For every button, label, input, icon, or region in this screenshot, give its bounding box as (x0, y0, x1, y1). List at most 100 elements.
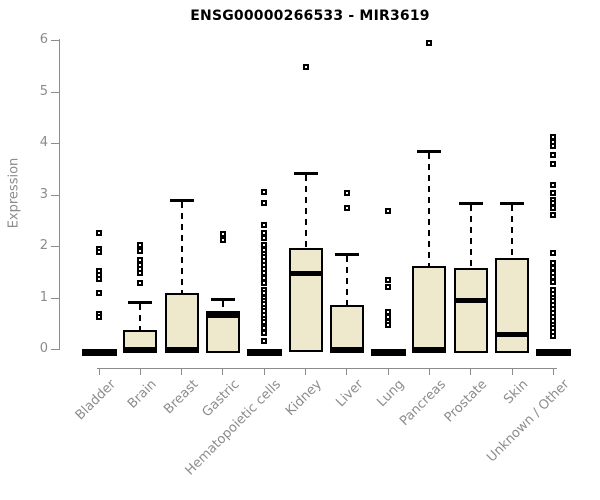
y-axis-tick (51, 194, 59, 196)
outlier-point (96, 290, 102, 297)
median-line (205, 313, 240, 318)
median-line (412, 347, 447, 353)
outlier-point (261, 188, 268, 195)
x-axis-tick (346, 368, 348, 375)
x-axis-tick (263, 368, 265, 375)
y-axis-tick (51, 91, 59, 93)
x-axis-tick (552, 368, 554, 375)
x-category-label: Prostate (441, 377, 491, 426)
box-iqr (288, 248, 323, 352)
y-axis-line (59, 39, 60, 350)
outlier-point (385, 284, 392, 291)
outlier-point (385, 321, 392, 328)
whisker-cap (128, 301, 153, 305)
outlier-point (261, 230, 268, 237)
y-tick-label: 6 (39, 32, 48, 47)
outlier-point (550, 250, 557, 257)
x-axis-tick (511, 368, 513, 375)
whisker-cap (334, 253, 359, 257)
outlier-point (261, 280, 268, 287)
whisker-line (428, 153, 431, 266)
x-category-label: Breast (161, 377, 202, 418)
outlier-point (385, 207, 392, 214)
median-line (495, 332, 529, 337)
outlier-point (550, 212, 557, 219)
y-axis-tick (51, 143, 59, 144)
outlier-point (550, 133, 557, 140)
outlier-point (302, 63, 309, 70)
outlier-point (550, 204, 557, 211)
chart-title: ENSG00000266533 - MIR3619 (190, 8, 430, 24)
box-iqr (205, 311, 240, 353)
outlier-point (550, 182, 557, 189)
whisker-line (180, 201, 183, 293)
x-axis-tick (139, 368, 141, 375)
whisker-cap (417, 150, 442, 154)
whisker-line (511, 204, 513, 258)
outlier-point (261, 329, 268, 336)
whisker-cap (500, 201, 524, 205)
x-axis-tick (470, 368, 472, 375)
outlier-point (385, 308, 392, 315)
x-category-label: Skin (501, 377, 532, 408)
outlier-point (137, 241, 144, 248)
outlier-point (550, 279, 557, 286)
outlier-point (261, 319, 268, 326)
whisker-cap (458, 201, 483, 205)
outlier-point (261, 274, 268, 281)
outlier-point (343, 204, 350, 211)
outlier-point (426, 39, 433, 46)
whisker-cap (293, 171, 318, 175)
x-category-label: Brain (125, 377, 160, 412)
median-line (123, 347, 158, 353)
outlier-point (96, 248, 102, 255)
whisker-cap (210, 298, 235, 302)
whisker-line (345, 256, 348, 306)
outlier-point (219, 231, 226, 238)
whisker-line (469, 204, 472, 268)
outlier-point (261, 235, 268, 242)
outlier-point (261, 200, 268, 207)
box-iqr (412, 265, 447, 353)
x-axis-tick (428, 368, 430, 375)
whisker-line (221, 301, 224, 312)
outlier-point (137, 269, 144, 276)
outlier-point (550, 259, 557, 266)
x-axis-tick (305, 368, 306, 375)
x-category-label: Unknown / Other (484, 377, 573, 466)
outlier-point (550, 142, 557, 149)
y-tick-label: 3 (39, 186, 48, 202)
box-iqr (329, 305, 364, 353)
y-tick-label: 2 (39, 238, 48, 253)
x-axis-tick (387, 368, 389, 375)
boxplot-collapsed-bar (535, 349, 571, 356)
box-iqr (164, 292, 199, 353)
median-line (164, 347, 199, 353)
outlier-point (219, 236, 226, 243)
outlier-point (550, 273, 557, 280)
median-line (453, 298, 488, 303)
y-axis-tick (51, 246, 59, 247)
outlier-point (261, 269, 268, 276)
median-line (329, 347, 364, 353)
x-axis-tick (98, 368, 100, 375)
x-category-label: Kidney (283, 377, 326, 419)
outlier-point (96, 229, 102, 236)
whisker-cap (169, 198, 194, 202)
outlier-point (261, 241, 268, 248)
whisker-line (139, 304, 142, 330)
outlier-point (385, 276, 392, 283)
outlier-point (550, 160, 557, 167)
outlier-point (261, 338, 268, 345)
whisker-line (304, 174, 307, 249)
outlier-point (550, 333, 557, 340)
outlier-point (261, 222, 268, 229)
outlier-point (137, 248, 144, 255)
outlier-point (550, 151, 557, 158)
boxplot-collapsed-bar (246, 349, 282, 356)
boxplot-collapsed-bar (370, 349, 406, 356)
x-category-label: Bladder (72, 377, 119, 424)
y-tick-label: 5 (39, 83, 48, 99)
x-axis-tick (222, 368, 224, 375)
